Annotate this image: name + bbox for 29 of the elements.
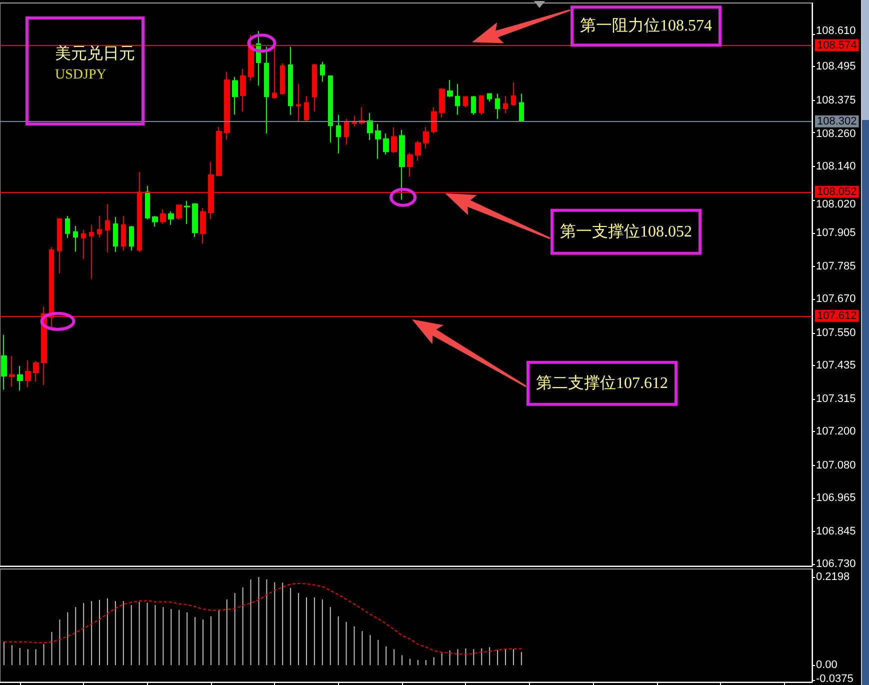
y-tick-label: 106.965 [816,492,856,504]
annotation: 第二支撑位107.612 [536,374,668,392]
annotation: 第一阻力位108.574 [580,16,712,35]
y-tick-label: 108.495 [816,60,856,72]
annotation: 第一支撑位108.052 [560,222,692,240]
y-tick-label: 107.905 [816,226,856,239]
text: USDJPY [55,68,106,82]
ref-line-label: 108.052 [817,186,857,198]
y-tick-label: 0.2198 [816,571,850,584]
y-tick-label: 108.020 [816,198,856,210]
y-tick-label: 106.730 [816,558,856,570]
y-tick-label: 107.315 [816,393,856,406]
y-tick-label: 107.785 [816,260,856,273]
y-tick-label: -0.0375 [816,673,854,685]
y-tick-label: 108.260 [816,128,856,140]
y-tick-label: 0.00 [816,659,838,672]
text: 美元兑日元 [55,44,135,62]
y-tick-label: 108.375 [816,94,856,106]
ref-line-label: 108.574 [817,39,857,52]
y-tick-label: 107.080 [816,459,856,472]
y-tick-label: 107.435 [816,359,856,372]
y-tick-label: 107.670 [816,293,856,306]
y-tick-label: 107.200 [816,426,856,438]
y-tick-label: 106.845 [816,526,856,538]
ref-line-label: 108.302 [817,115,857,128]
ref-line-label: 107.612 [817,310,857,322]
y-tick-label: 108.140 [816,160,856,173]
y-tick-label: 107.550 [816,326,856,339]
y-tick-label: 108.610 [816,25,856,38]
